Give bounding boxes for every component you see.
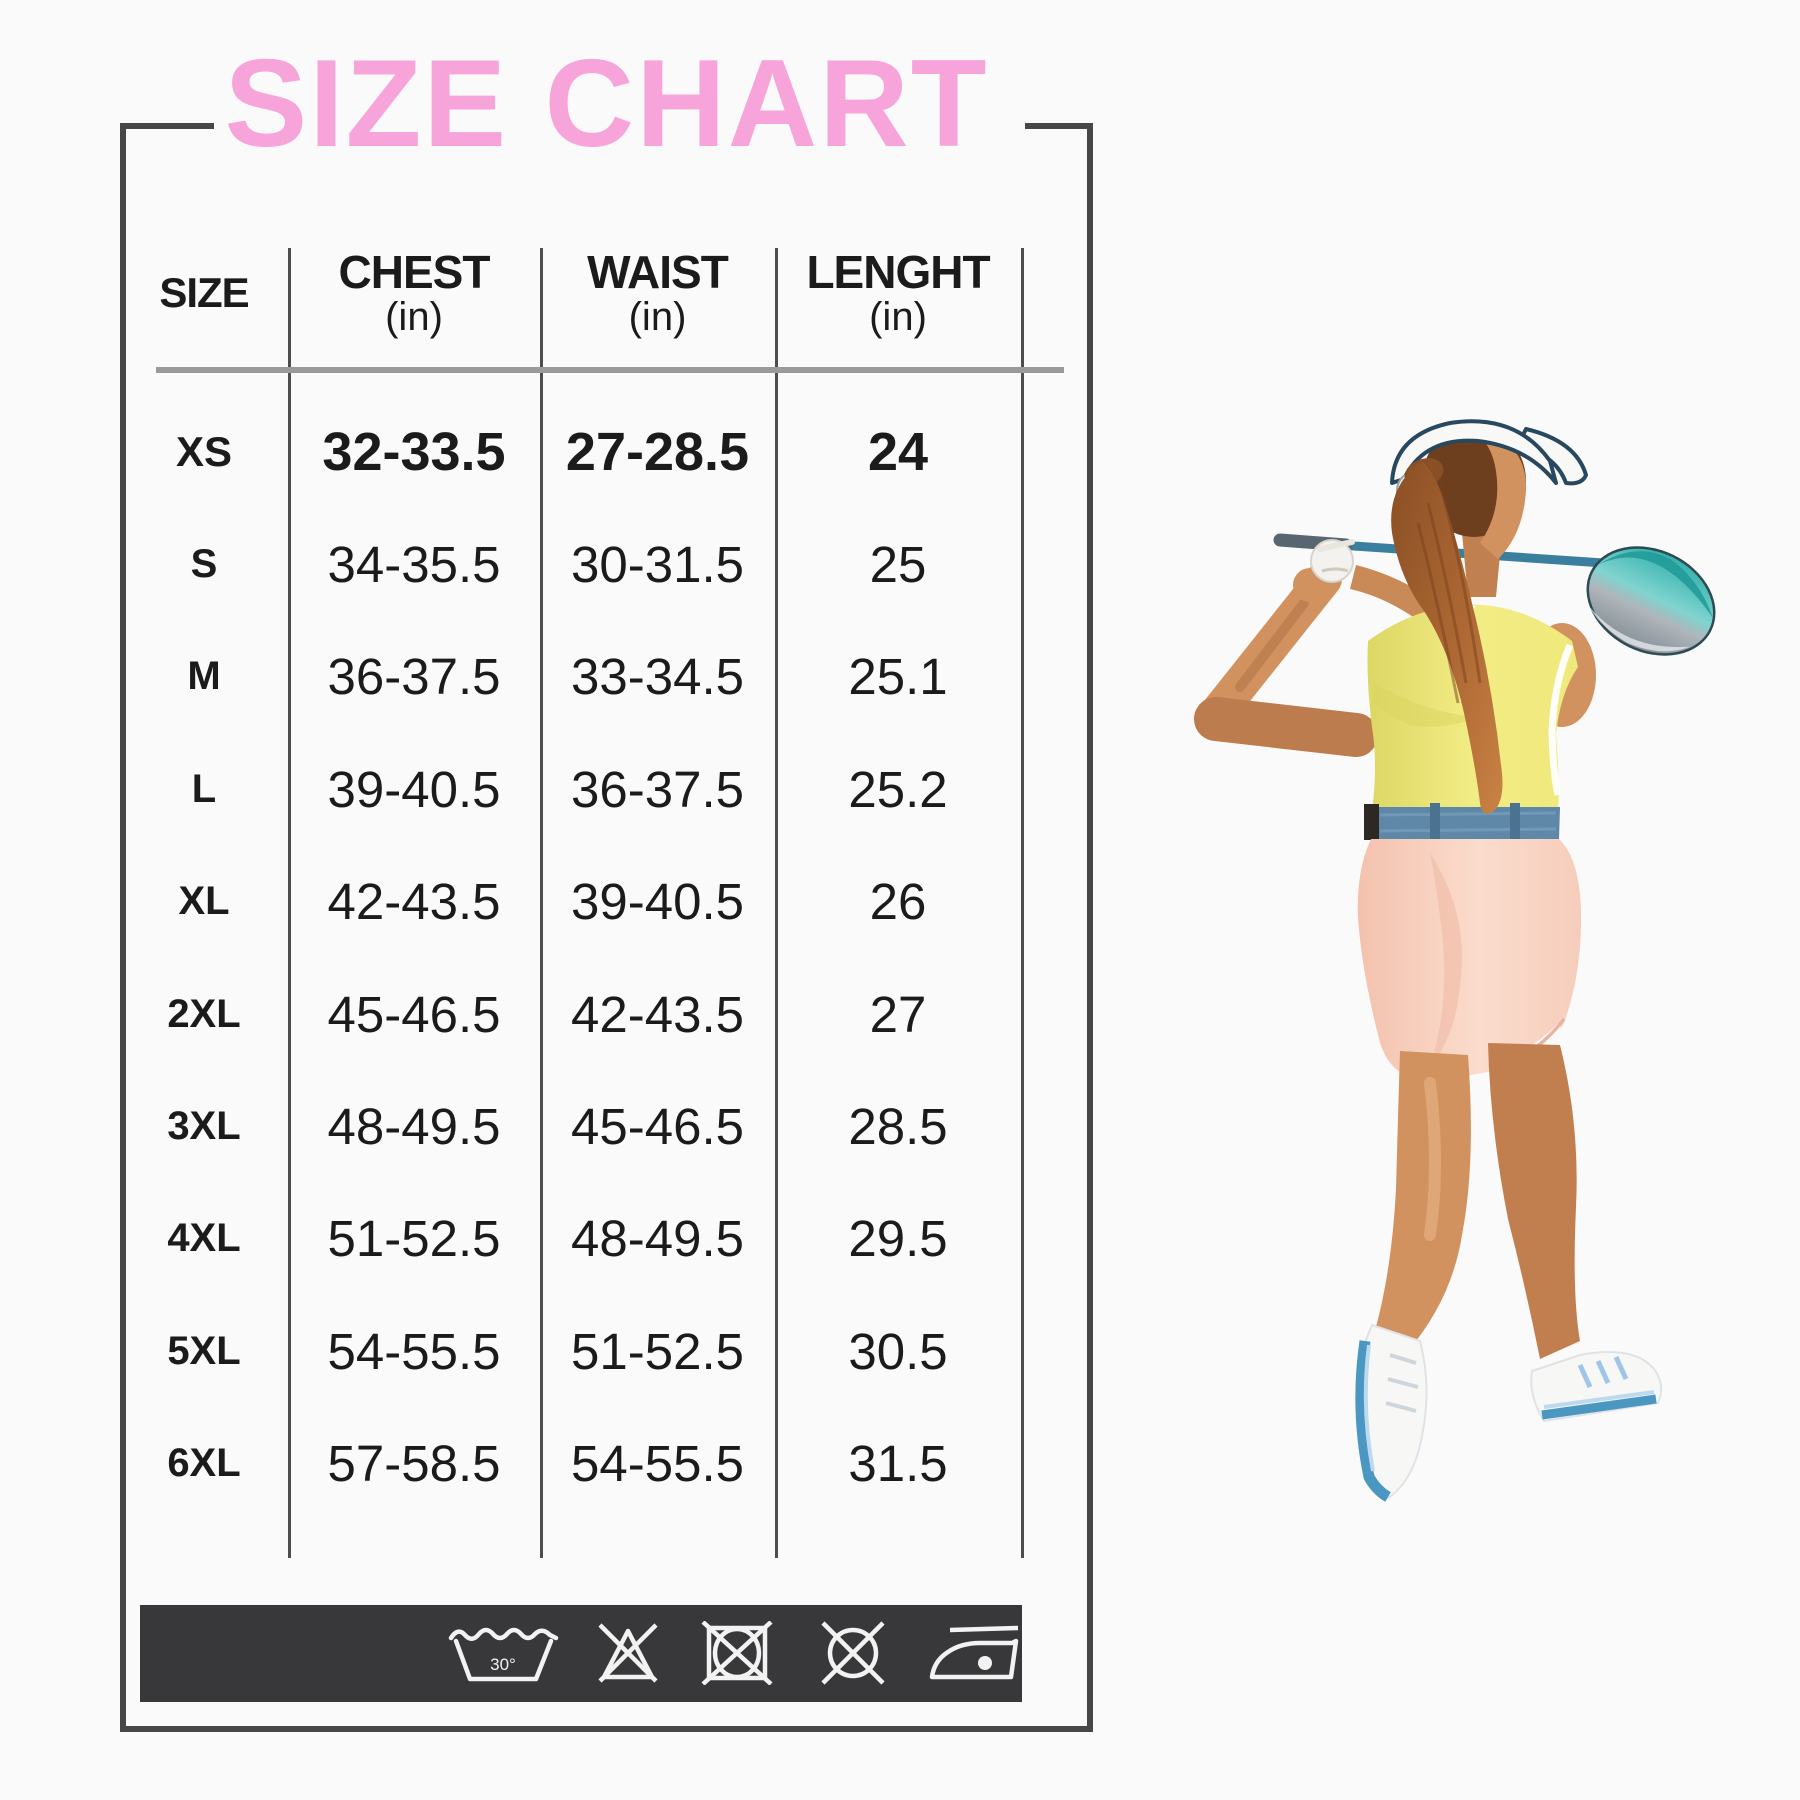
header-length-unit: (in)	[869, 295, 927, 340]
table-row: M 36-37.5 33-34.5 25.1	[120, 621, 1021, 733]
cell-size: 5XL	[167, 1328, 241, 1373]
golfer-left-forearm	[1350, 565, 1432, 623]
care-instructions-bar: 30°	[140, 1605, 1022, 1702]
header-size: SIZE	[120, 219, 288, 367]
cell-waist: 33-34.5	[571, 648, 744, 706]
frame-top-left-stub	[120, 123, 214, 129]
cell-waist: 42-43.5	[571, 985, 744, 1043]
golfer-photo	[1194, 419, 1716, 1502]
golfer-skirt	[1357, 839, 1582, 1078]
cell-size: 4XL	[167, 1216, 241, 1261]
frame-top-right-stub	[1025, 123, 1093, 129]
cell-size: XS	[175, 428, 233, 475]
cell-waist: 30-31.5	[571, 535, 744, 593]
header-size-label: SIZE	[159, 268, 249, 316]
cell-waist: 51-52.5	[571, 1322, 744, 1380]
cell-waist: 45-46.5	[571, 1097, 744, 1155]
do-not-bleach-icon	[592, 1621, 664, 1685]
cell-length: 25.1	[848, 648, 948, 706]
column-separator	[540, 248, 543, 1558]
cell-length: 29.5	[848, 1210, 948, 1268]
cell-size: M	[187, 654, 221, 699]
table-row: XL 42-43.5 39-40.5 26	[120, 846, 1021, 958]
table-row: 2XL 45-46.5 42-43.5 27	[120, 958, 1021, 1070]
table-row: S 34-35.5 30-31.5 25	[120, 508, 1021, 620]
golfer-shoes	[1355, 1323, 1663, 1502]
cell-length: 27	[869, 985, 927, 1043]
golfer-ponytail	[1391, 458, 1503, 814]
wash-temp-label: 30°	[490, 1655, 516, 1674]
cell-chest: 36-37.5	[327, 648, 501, 706]
cell-chest: 45-46.5	[327, 985, 501, 1043]
cell-length: 30.5	[848, 1322, 948, 1380]
cell-waist: 27-28.5	[565, 422, 750, 482]
do-not-tumble-dry-icon	[698, 1621, 776, 1685]
size-chart-panel: SIZE CHEST (in) WAIST (in) LENGHT (in) X…	[120, 123, 1093, 1732]
do-not-dry-clean-icon	[817, 1621, 889, 1685]
cell-length: 25.2	[848, 760, 948, 818]
cell-chest: 39-40.5	[327, 760, 501, 818]
table-row: 4XL 51-52.5 48-49.5 29.5	[120, 1183, 1021, 1295]
cell-chest: 48-49.5	[327, 1097, 501, 1155]
cell-size: S	[190, 541, 218, 586]
cell-size: 2XL	[167, 991, 241, 1036]
cell-chest: 42-43.5	[327, 873, 501, 931]
table-row: 5XL 54-55.5 51-52.5 30.5	[120, 1295, 1021, 1407]
cell-chest: 57-58.5	[327, 1435, 501, 1493]
cell-chest: 34-35.5	[327, 535, 501, 593]
header-waist-label: WAIST	[587, 245, 729, 298]
cell-chest: 32-33.5	[322, 422, 506, 482]
table-header-row: SIZE CHEST (in) WAIST (in) LENGHT (in)	[120, 219, 1021, 367]
cell-waist: 48-49.5	[571, 1210, 744, 1268]
header-chest: CHEST (in)	[288, 219, 540, 367]
wash-30-icon: 30°	[448, 1621, 560, 1685]
header-length: LENGHT (in)	[775, 219, 1021, 367]
cell-size: 3XL	[167, 1103, 241, 1148]
header-chest-unit: (in)	[385, 295, 443, 340]
table-row: 3XL 48-49.5 45-46.5 28.5	[120, 1070, 1021, 1182]
golfer-hands	[1293, 539, 1355, 602]
driver-head	[1586, 546, 1716, 656]
iron-low-icon	[928, 1621, 1020, 1685]
header-chest-label: CHEST	[338, 245, 491, 298]
cell-length: 25	[869, 535, 927, 593]
column-separator	[1021, 248, 1024, 1558]
cell-waist: 54-55.5	[571, 1435, 744, 1493]
cell-waist: 36-37.5	[571, 760, 744, 818]
cell-length: 31.5	[848, 1435, 948, 1493]
column-separator	[288, 248, 291, 1558]
cell-size: XL	[178, 879, 230, 924]
frame-left-edge	[120, 123, 126, 1732]
cell-length: 26	[869, 873, 927, 931]
cell-length: 28.5	[848, 1097, 948, 1155]
table-row: XS 32-33.5 27-28.5 24	[120, 396, 1021, 508]
column-separator	[775, 248, 778, 1558]
frame-bottom-edge	[120, 1726, 1093, 1732]
page-title: SIZE CHART	[224, 35, 989, 173]
cell-size: L	[191, 766, 217, 811]
table-row: 6XL 57-58.5 54-55.5 31.5	[120, 1408, 1021, 1520]
golfer-right-arm	[1194, 561, 1378, 757]
golfer-belt	[1364, 803, 1560, 841]
cell-chest: 54-55.5	[327, 1322, 501, 1380]
header-waist: WAIST (in)	[540, 219, 775, 367]
golfer-legs	[1376, 1043, 1580, 1359]
header-length-label: LENGHT	[806, 245, 990, 298]
cell-chest: 51-52.5	[327, 1210, 501, 1268]
header-underline	[156, 367, 1064, 373]
cell-waist: 39-40.5	[571, 873, 744, 931]
cell-size: 6XL	[167, 1441, 241, 1486]
header-waist-unit: (in)	[628, 295, 687, 340]
frame-right-edge	[1087, 123, 1093, 1732]
table-row: L 39-40.5 36-37.5 25.2	[120, 733, 1021, 845]
cell-length: 24	[867, 422, 929, 482]
